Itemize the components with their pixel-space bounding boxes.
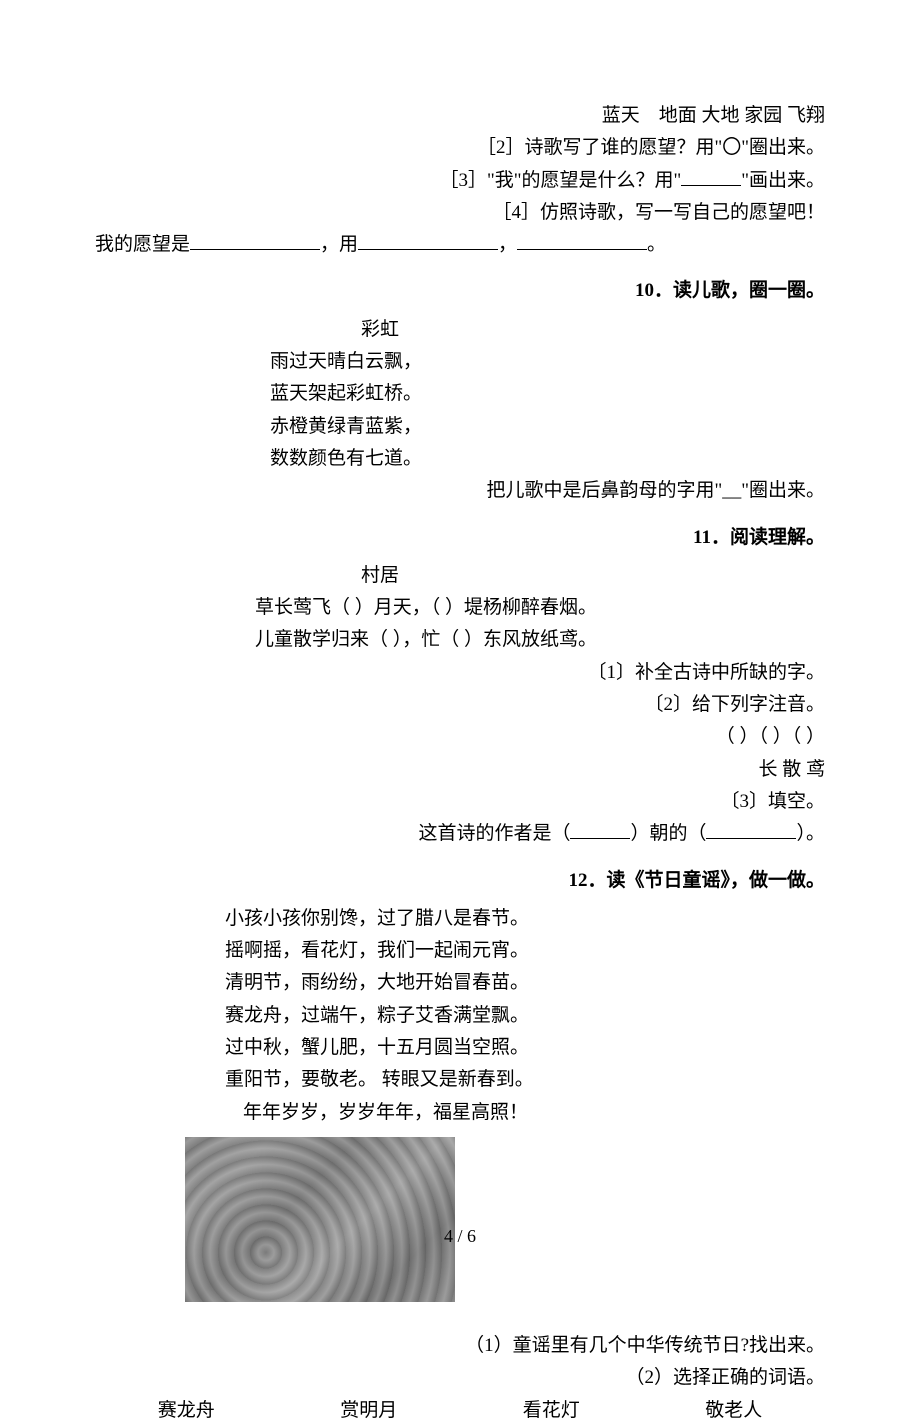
s11-fill-prefix: 这首诗的作者是（	[418, 823, 570, 844]
section11-chars: 长 散 鸢	[95, 754, 825, 786]
s9-q3-suffix: "画出来。	[741, 170, 825, 191]
s10-l4: 数数颜色有七道。	[270, 443, 825, 475]
s12-w3: 看花灯	[460, 1395, 643, 1427]
s11-fill-mid: ）朝的（	[630, 823, 706, 844]
section11-title: 11．阅读理解。	[95, 522, 825, 554]
s12-l2: 摇啊摇，看花灯，我们一起闹元宵。	[225, 935, 825, 967]
section11-poem: 草长莺飞（ ）月天，（ ）堤杨柳醉春烟。 儿童散学归来（ ），忙（ ）东风放纸鸢…	[255, 592, 825, 657]
blank	[190, 249, 320, 250]
s10-l1: 雨过天晴白云飘，	[270, 346, 825, 378]
s12-w4: 敬老人	[643, 1395, 826, 1427]
blank	[358, 249, 498, 250]
s12-l5: 过中秋，蟹儿肥，十五月圆当空照。	[225, 1032, 825, 1064]
blank	[706, 838, 796, 839]
section9-words: 蓝天 地面 大地 家园 飞翔	[95, 100, 825, 132]
s12-l4: 赛龙舟，过端午，粽子艾香满堂飘。	[225, 1000, 825, 1032]
s10-l2: 蓝天架起彩虹桥。	[270, 378, 825, 410]
s9-fill-prefix: 我的愿望是	[95, 234, 190, 255]
section11-q2: 〔2〕给下列字注音。	[95, 689, 825, 721]
section9-q4: ［4］仿照诗歌，写一写自己的愿望吧！	[95, 197, 825, 229]
s9-fill-mid2: ，	[498, 234, 517, 255]
section11-q1: 〔1〕补全古诗中所缺的字。	[95, 657, 825, 689]
page-number: 4 / 6	[0, 1221, 920, 1252]
section9-q2: ［2］诗歌写了谁的愿望？用"〇"圈出来。	[95, 132, 825, 164]
blank	[517, 249, 647, 250]
s10-l3: 赤橙黄绿青蓝紫，	[270, 411, 825, 443]
section11-brackets: （ ）（ ）（ ）	[95, 721, 825, 753]
section12-title: 12．读《节日童谣》，做一做。	[95, 865, 825, 897]
section9-q3: ［3］"我"的愿望是什么？用" "画出来。	[95, 165, 825, 197]
section11-fill: 这首诗的作者是（ ）朝的（ ）。	[95, 818, 825, 850]
s12-l7: 年年岁岁，岁岁年年，福星高照！	[243, 1097, 825, 1129]
s9-fill-mid1: ，用	[320, 234, 358, 255]
section10-instruction: 把儿歌中是后鼻韵母的字用"__"圈出来。	[95, 475, 825, 507]
s9-q3-prefix: ［3］"我"的愿望是什么？用"	[439, 170, 681, 191]
blank	[570, 838, 630, 839]
section10-title: 10．读儿歌，圈一圈。	[95, 275, 825, 307]
s12-l6: 重阳节，要敬老。 转眼又是新春到。	[225, 1064, 825, 1096]
s9-fill-end: 。	[647, 234, 666, 255]
blank	[681, 185, 741, 186]
s12-w2: 赏明月	[278, 1395, 461, 1427]
s12-l1: 小孩小孩你别馋，过了腊八是春节。	[225, 903, 825, 935]
s11-l2: 儿童散学归来（ ），忙（ ）东风放纸鸢。	[255, 624, 825, 656]
section12-q1: （1）童谣里有几个中华传统节日?找出来。	[95, 1330, 825, 1362]
section11-q3: 〔3〕填空。	[95, 786, 825, 818]
s12-w1: 赛龙舟	[95, 1395, 278, 1427]
s11-l1: 草长莺飞（ ）月天，（ ）堤杨柳醉春烟。	[255, 592, 825, 624]
s11-fill-end: ）。	[796, 823, 825, 844]
s12-l3: 清明节，雨纷纷，大地开始冒春苗。	[225, 967, 825, 999]
section10-poem-title: 彩虹	[0, 314, 825, 346]
section12-poem: 小孩小孩你别馋，过了腊八是春节。 摇啊摇，看花灯，我们一起闹元宵。 清明节，雨纷…	[225, 903, 825, 1129]
section11-poem-title: 村居	[0, 560, 825, 592]
section10-poem: 雨过天晴白云飘， 蓝天架起彩虹桥。 赤橙黄绿青蓝紫， 数数颜色有七道。	[270, 346, 825, 475]
section9-fill: 我的愿望是 ，用 ， 。	[95, 229, 825, 261]
section12-words-row: 赛龙舟 赏明月 看花灯 敬老人	[95, 1395, 825, 1427]
dragon-boat-image	[185, 1137, 455, 1302]
section12-q2: （2）选择正确的词语。	[95, 1362, 825, 1394]
